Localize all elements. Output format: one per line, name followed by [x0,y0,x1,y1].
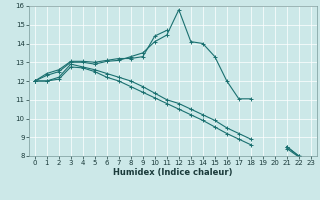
X-axis label: Humidex (Indice chaleur): Humidex (Indice chaleur) [113,168,233,177]
